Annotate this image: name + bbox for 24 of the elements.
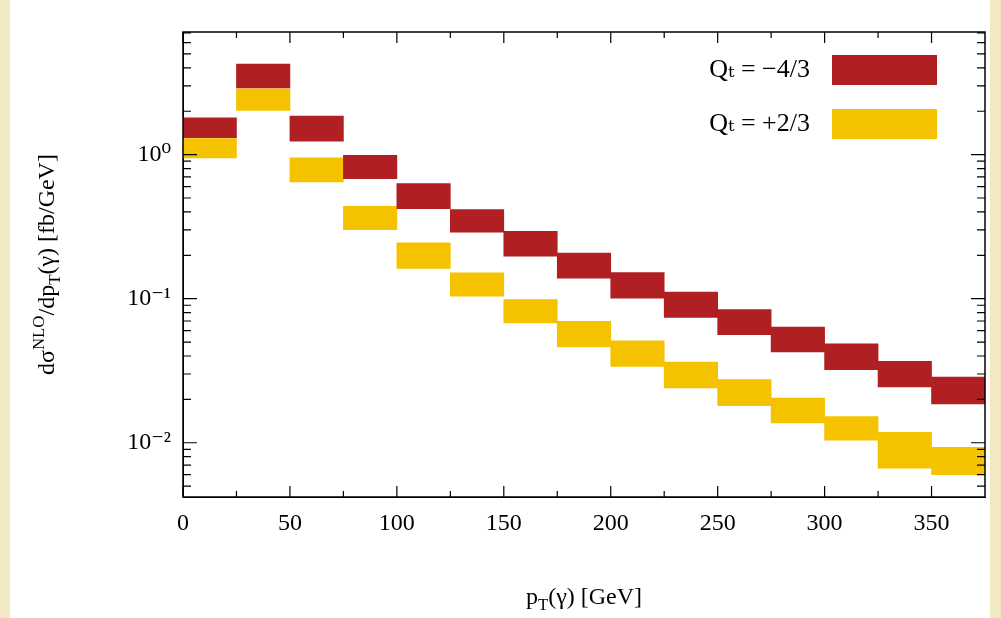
bar [236,63,291,89]
bar [289,157,344,183]
x-tick-label: 150 [485,508,522,535]
x-tick-label: 200 [592,508,629,535]
legend-label: Qₜ = +2/3 [709,107,810,137]
bar [289,115,344,142]
bar [450,272,505,297]
x-tick-label: 0 [177,508,189,535]
bar [343,154,398,180]
x-tick-label: 300 [806,508,843,535]
y-tick-label: 10⁻¹ [127,283,171,310]
y-axis-title: dσNLO/dpT(γ) [fb/GeV] [29,154,64,375]
bar [343,205,398,231]
legend-label: Qₜ = −4/3 [709,53,810,83]
x-tick-label: 50 [277,508,302,535]
x-tick-label: 100 [378,508,415,535]
bar [396,242,451,269]
x-tick-label: 350 [913,508,950,535]
x-tick-label: 250 [699,508,736,535]
bar [236,88,291,111]
y-tick-label: 10⁻² [127,428,171,455]
y-tick-label: 10⁰ [137,139,171,166]
bar [183,117,237,139]
bar [183,138,237,159]
